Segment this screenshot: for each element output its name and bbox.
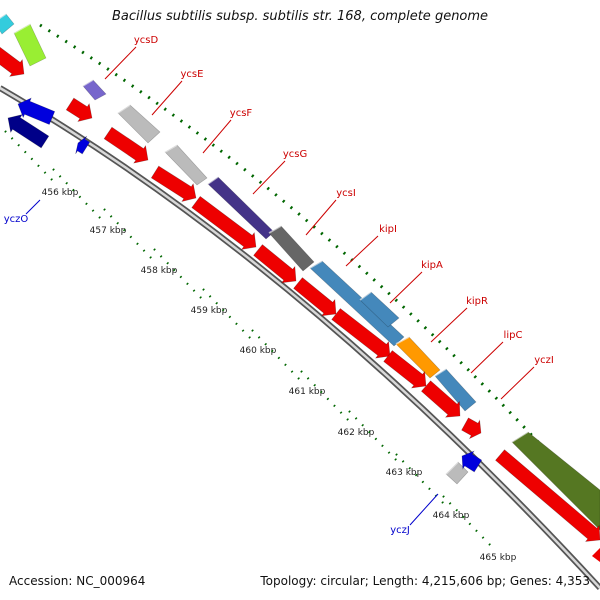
cog-block-highlight [395, 336, 410, 345]
gene-label-yczJ: yczJ [390, 525, 410, 536]
cds-reverse-arrow [75, 135, 91, 155]
cog-block-highlight [434, 368, 447, 377]
label-leader-line [470, 341, 504, 374]
scale-tick-label: 464 kbp [433, 511, 470, 521]
cds-forward-arrow [461, 417, 482, 440]
cog-block-highlight [82, 79, 94, 87]
cds-forward-arrow [592, 548, 600, 562]
cds-reverse-arrow [17, 97, 56, 125]
accession-text: Accession: NC_000964 [9, 574, 146, 588]
scale-tick-label: 462 kbp [338, 428, 375, 438]
scale-tick-label: 456 kbp [42, 188, 79, 198]
cds-forward-arrow [293, 277, 337, 317]
cds-forward-arrow [103, 126, 149, 164]
gene-label-ycsI: ycsI [336, 188, 356, 199]
cds-forward-arrow [65, 97, 93, 122]
cog-block-highlight [359, 291, 372, 301]
gene-label-ycsF: ycsF [230, 108, 253, 119]
gene-label-ycsD: ycsD [134, 35, 159, 46]
cog-block-highlight [309, 260, 323, 269]
cog-block-highlight [207, 176, 219, 185]
cog-block-highlight [164, 144, 178, 153]
cds-forward-arrow [0, 46, 25, 77]
label-leader-line [305, 199, 337, 236]
cog-block-highlight [268, 225, 282, 234]
cog-block-highlight [117, 104, 131, 114]
scale-tick-label: 461 kbp [289, 387, 326, 397]
gene-label-ycsG: ycsG [283, 149, 307, 160]
cog-block-highlight [445, 461, 459, 475]
gene-label-kipR: kipR [466, 296, 488, 307]
cog-block-highlight [0, 13, 7, 19]
gene-label-ycsE: ycsE [181, 69, 204, 80]
label-leader-line [345, 235, 379, 267]
label-leader-line [430, 307, 468, 343]
label-leader-line [252, 160, 286, 195]
gene-label-kipA: kipA [421, 260, 443, 271]
gene-labels: ycsD ycsE ycsF ycsG ycsI kipI kipA kipR lipC yczI… [4, 35, 554, 536]
scale-tick-label: 459 kbp [191, 306, 228, 316]
scale-tick-line [395, 453, 447, 507]
label-leader-line [202, 119, 232, 154]
scale-tick-line [442, 495, 494, 549]
label-leader-line [500, 366, 535, 400]
summary-text: Topology: circular; Length: 4,215,606 bp… [260, 574, 590, 588]
cds-forward-arrow [420, 380, 461, 418]
label-leader-line [389, 271, 423, 304]
cog-block-highlight [511, 431, 529, 443]
label-leader-line [104, 46, 137, 80]
gene-features [0, 13, 600, 562]
scale-tick-line [300, 370, 352, 424]
cog-block-highlight [13, 23, 31, 34]
gene-label-yczI: yczI [534, 355, 554, 366]
scale-tick-label: 463 kbp [386, 468, 423, 478]
page-title: Bacillus subtilis subsp. subtilis str. 1… [111, 9, 489, 24]
gene-label-lipC: lipC [504, 330, 523, 341]
gene-label-kipI: kipI [379, 224, 397, 235]
cds-reverse-arrow [7, 114, 50, 149]
gene-label-yczO: yczO [4, 214, 29, 225]
cds-reverse-arrow [461, 450, 483, 473]
scale-tick-label: 460 kbp [240, 346, 277, 356]
cds-forward-arrow [331, 308, 391, 359]
label-leader-line [25, 199, 41, 215]
scale-tick-label: 465 kbp [480, 553, 517, 563]
cds-forward-arrow [383, 350, 427, 389]
cds-forward-arrow [191, 195, 257, 250]
label-leader-line [151, 80, 183, 116]
cds-forward-arrow [150, 165, 197, 202]
label-leader-line [409, 493, 439, 526]
scale-ticks: 456 kbp 457 kbp 458 kbp 459 kbp 460 kbp 461 k… [4, 23, 600, 563]
scale-tick-label: 458 kbp [141, 266, 178, 276]
scale-tick-label: 457 kbp [90, 226, 127, 236]
scale-tick-line [251, 329, 303, 383]
cds-forward-arrow [253, 244, 297, 284]
